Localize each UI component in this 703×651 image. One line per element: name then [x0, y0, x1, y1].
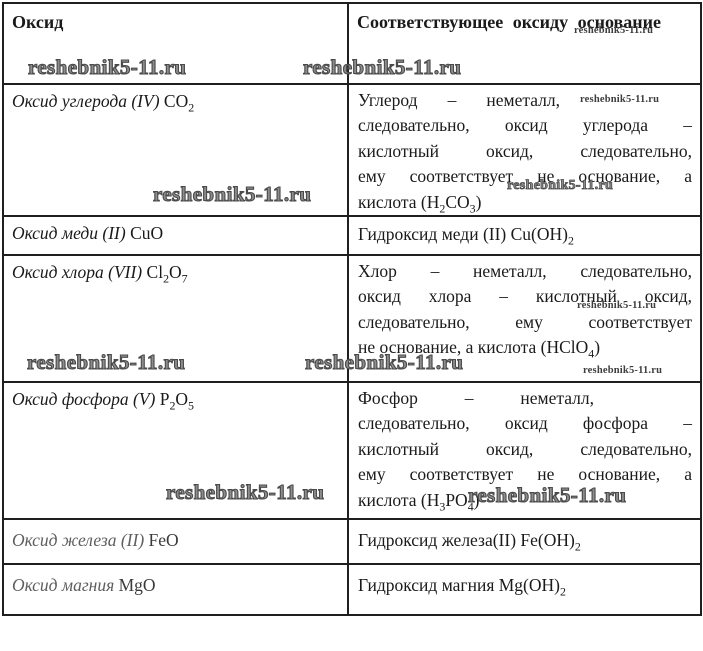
text-line: не основание, а кислота (HClO4) — [358, 337, 601, 361]
oxide-name: Оксид меди (II) — [12, 223, 131, 244]
text-line: кислота (H2CO3) — [358, 191, 482, 216]
text-line: ему соответствует не основание, а — [358, 166, 692, 187]
header-oxide-column: Оксид — [2, 2, 349, 85]
header-base-column: Соответствующее оксиду основание — [347, 2, 702, 85]
text-line: оксид хлора – кислотный оксид, — [358, 286, 692, 307]
oxide-cell: Оксид хлора (VII) Cl2O7 — [2, 254, 349, 384]
table-row-copper-oxide: Оксид меди (II) CuO Гидроксид меди (II) … — [2, 215, 702, 257]
table-row-chlorine-oxide: Оксид хлора (VII) Cl2O7 Хлор – неметалл,… — [2, 254, 702, 384]
text-line: следовательно, ему соответствует — [358, 311, 692, 332]
oxide-cell: Оксид углерода (IV) CO2 — [2, 82, 349, 218]
table-row-iron-oxide: Оксид железа (II) FeO Гидроксид железа(I… — [2, 518, 702, 566]
text-line: кислотный оксид, следовательно, — [358, 140, 692, 161]
text-line: ему соответствует не основание, а — [358, 464, 692, 485]
table-header-row: Оксид Соответствующее оксиду основание — [2, 2, 702, 85]
oxide-name: Оксид углерода (IV) — [12, 91, 164, 111]
table-row-carbon-oxide: Оксид углерода (IV) CO2 Углерод – немета… — [2, 82, 702, 218]
oxide-formula: Cl2O7 — [146, 262, 188, 286]
text-line: кислота (H3PO4) — [358, 489, 480, 514]
text-line: Фосфор – неметалл, — [358, 388, 594, 409]
text-line: следовательно, оксид фосфора – — [358, 413, 692, 434]
oxide-formula: MgO — [118, 575, 156, 596]
oxide-formula: CO2 — [163, 91, 195, 115]
text-line: Хлор – неметалл, следовательно, — [358, 261, 692, 282]
text-line: кислотный оксид, следовательно, — [358, 438, 692, 459]
oxide-name: Оксид железа (II) — [12, 530, 149, 551]
oxide-cell: Оксид магния MgO — [2, 563, 349, 617]
table-row-magnesium-oxide: Оксид магния MgO Гидроксид магния Mg(OH)… — [2, 563, 702, 617]
base-explanation-cell: Углерод – неметалл, следовательно, оксид … — [347, 82, 702, 218]
base-cell: Гидроксид меди (II) Cu(OH)2 — [347, 215, 702, 257]
table-row-phosphorus-oxide: Оксид фосфора (V) P2O5 Фосфор – неметалл… — [2, 381, 702, 521]
base-explanation-cell: Хлор – неметалл, следовательно, оксид хло… — [347, 254, 702, 384]
oxide-formula: P2O5 — [159, 389, 194, 413]
oxide-cell: Оксид железа (II) FeO — [2, 518, 349, 566]
oxide-cell: Оксид меди (II) CuO — [2, 215, 349, 257]
base-cell: Гидроксид железа(II) Fe(OH)2 — [347, 518, 702, 566]
oxides-bases-table: Оксид Соответствующее оксиду основание О… — [2, 2, 702, 617]
oxide-name: Оксид хлора (VII) — [12, 262, 147, 283]
oxide-name: Оксид магния — [12, 575, 119, 596]
oxide-cell: Оксид фосфора (V) P2O5 — [2, 381, 349, 521]
oxide-name: Оксид фосфора (V) — [12, 389, 160, 410]
text-line: следовательно, оксид углерода – — [358, 115, 692, 136]
text-line: Углерод – неметалл, — [358, 90, 560, 110]
base-explanation-cell: Фосфор – неметалл, следовательно, оксид ф… — [347, 381, 702, 521]
oxide-formula: CuO — [130, 223, 164, 244]
base-cell: Гидроксид магния Mg(OH)2 — [347, 563, 702, 617]
oxide-formula: FeO — [148, 530, 179, 551]
